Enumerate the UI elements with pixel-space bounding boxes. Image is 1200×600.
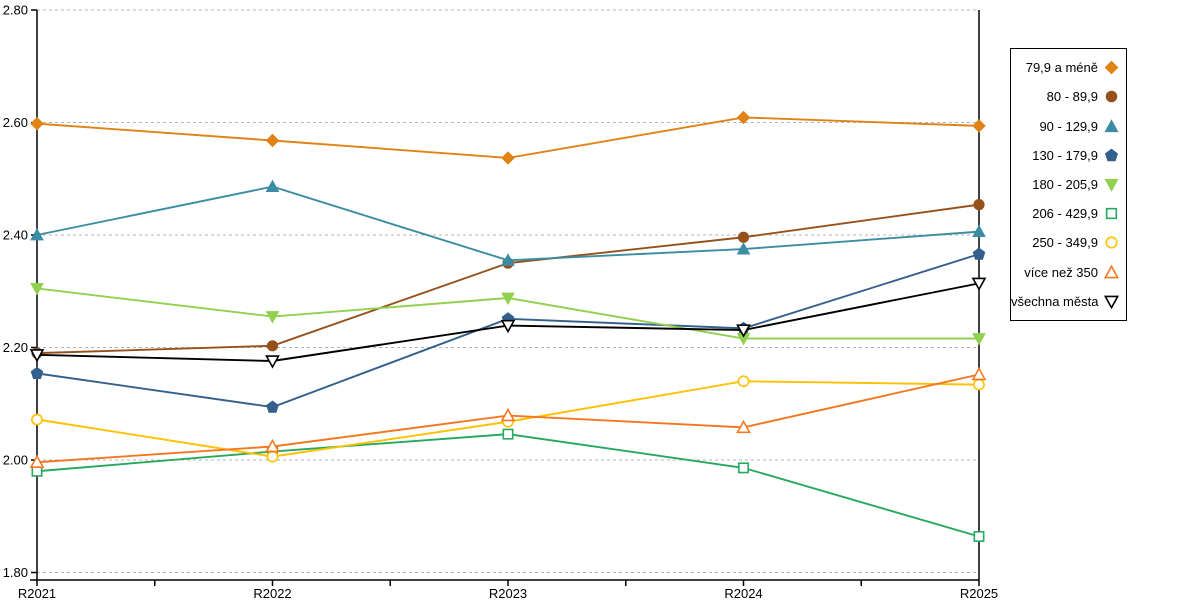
diamond-marker — [265, 133, 280, 148]
legend-item-label: 80 - 89,9 — [1046, 89, 1098, 105]
y-axis-tick-label: 2.00 — [3, 453, 28, 468]
triangle-up-marker — [736, 242, 751, 255]
legend-item-label: více než 350 — [1024, 264, 1098, 280]
legend-item-label: 206 - 429,9 — [1032, 206, 1098, 222]
y-axis-tick-label: 2.20 — [3, 340, 28, 355]
x-axis-tick-label: R2024 — [724, 586, 762, 600]
legend-item: 79,9 a méně — [1011, 60, 1126, 75]
legend-marker-icon — [1104, 295, 1119, 309]
legend-item: všechna města — [1011, 294, 1126, 309]
square-marker — [738, 462, 749, 474]
triangle-down-marker — [1104, 295, 1119, 309]
diamond-marker — [736, 110, 751, 125]
series-3 — [30, 179, 986, 266]
y-axis-tick-label: 2.40 — [3, 228, 28, 243]
triangle-up-marker — [971, 366, 987, 381]
y-axis-tick-label: 1.80 — [3, 565, 28, 580]
triangle-down-marker — [29, 349, 45, 363]
triangle-down-marker — [1104, 178, 1119, 192]
series-1 — [30, 110, 986, 165]
triangle-up-marker — [736, 419, 751, 434]
circle-marker — [737, 231, 750, 243]
legend-marker-icon — [1105, 148, 1118, 162]
y-axis-tick-label: 2.80 — [3, 3, 28, 18]
triangle-up-marker — [1104, 118, 1119, 132]
triangle-up-marker — [29, 454, 45, 468]
square-marker — [31, 465, 43, 477]
x-axis-tick-label: R2023 — [489, 586, 527, 600]
chart-legend: 79,9 a méně 80 - 89,9 90 - 129,9 130 - 179,… — [1010, 48, 1127, 321]
square-marker — [973, 531, 985, 542]
legend-item-label: 130 - 179,9 — [1032, 147, 1098, 163]
legend-marker-icon — [1104, 178, 1119, 192]
triangle-up-marker — [265, 438, 280, 453]
legend-marker-icon — [1105, 208, 1118, 220]
legend-item-label: všechna města — [1011, 293, 1099, 309]
x-axis-tick-label: R2021 — [18, 586, 56, 600]
diamond-marker — [1104, 60, 1119, 75]
pentagon-marker — [266, 400, 279, 413]
pentagon-marker — [1105, 148, 1118, 162]
legend-marker-icon — [1104, 118, 1119, 132]
circle-marker — [266, 340, 279, 352]
series-line — [36, 433, 980, 538]
legend-item: 206 - 429,9 — [1011, 206, 1126, 221]
legend-marker-icon — [1105, 91, 1118, 103]
diamond-marker — [30, 116, 44, 131]
circle-marker — [973, 378, 985, 391]
series-8 — [29, 366, 987, 468]
legend-item-label: 79,9 a méně — [1025, 60, 1098, 76]
legend-marker-icon — [1104, 60, 1119, 75]
triangle-down-marker — [265, 311, 280, 324]
triangle-down-marker — [500, 319, 516, 334]
circle-marker — [1105, 91, 1118, 103]
legend-item: více než 350 — [1011, 264, 1126, 280]
series-2 — [31, 199, 985, 359]
diamond-marker — [501, 151, 515, 165]
diamond-marker — [972, 119, 986, 133]
pentagon-marker — [972, 247, 986, 260]
triangle-up-marker — [265, 179, 280, 193]
square-marker — [502, 428, 514, 440]
circle-marker — [737, 375, 750, 388]
square-marker — [1105, 208, 1118, 220]
triangle-down-marker — [265, 355, 280, 369]
legend-item: 180 - 205,9 — [1011, 177, 1126, 192]
triangle-down-marker — [30, 283, 44, 296]
legend-item-label: 180 - 205,9 — [1032, 176, 1098, 192]
legend-item: 130 - 179,9 — [1011, 148, 1126, 163]
series-9 — [29, 277, 987, 369]
series-7 — [31, 375, 985, 463]
triangle-down-marker — [501, 292, 515, 306]
pentagon-marker — [30, 366, 44, 379]
triangle-down-marker — [736, 324, 751, 338]
triangle-up-marker — [501, 253, 515, 266]
circle-marker — [266, 450, 279, 463]
legend-item-label: 250 - 349,9 — [1032, 235, 1098, 251]
legend-marker-icon — [1105, 236, 1118, 249]
circle-marker — [31, 413, 43, 426]
triangle-up-marker — [30, 227, 44, 241]
triangle-up-marker — [972, 224, 986, 238]
triangle-up-marker — [500, 407, 516, 422]
triangle-down-marker — [971, 277, 987, 292]
legend-item: 90 - 129,9 — [1011, 119, 1126, 134]
series-6 — [31, 428, 985, 542]
y-axis-tick-label: 2.60 — [3, 115, 28, 130]
legend-item-label: 90 - 129,9 — [1039, 118, 1098, 134]
legend-item: 80 - 89,9 — [1011, 89, 1126, 104]
triangle-down-marker — [972, 333, 986, 346]
circle-marker — [973, 199, 985, 211]
circle-marker — [1105, 236, 1118, 249]
triangle-up-marker — [1104, 264, 1119, 279]
x-axis-tick-label: R2025 — [960, 586, 998, 600]
legend-item: 250 - 349,9 — [1011, 235, 1126, 250]
x-axis-tick-label: R2022 — [253, 586, 291, 600]
legend-marker-icon — [1104, 264, 1119, 279]
